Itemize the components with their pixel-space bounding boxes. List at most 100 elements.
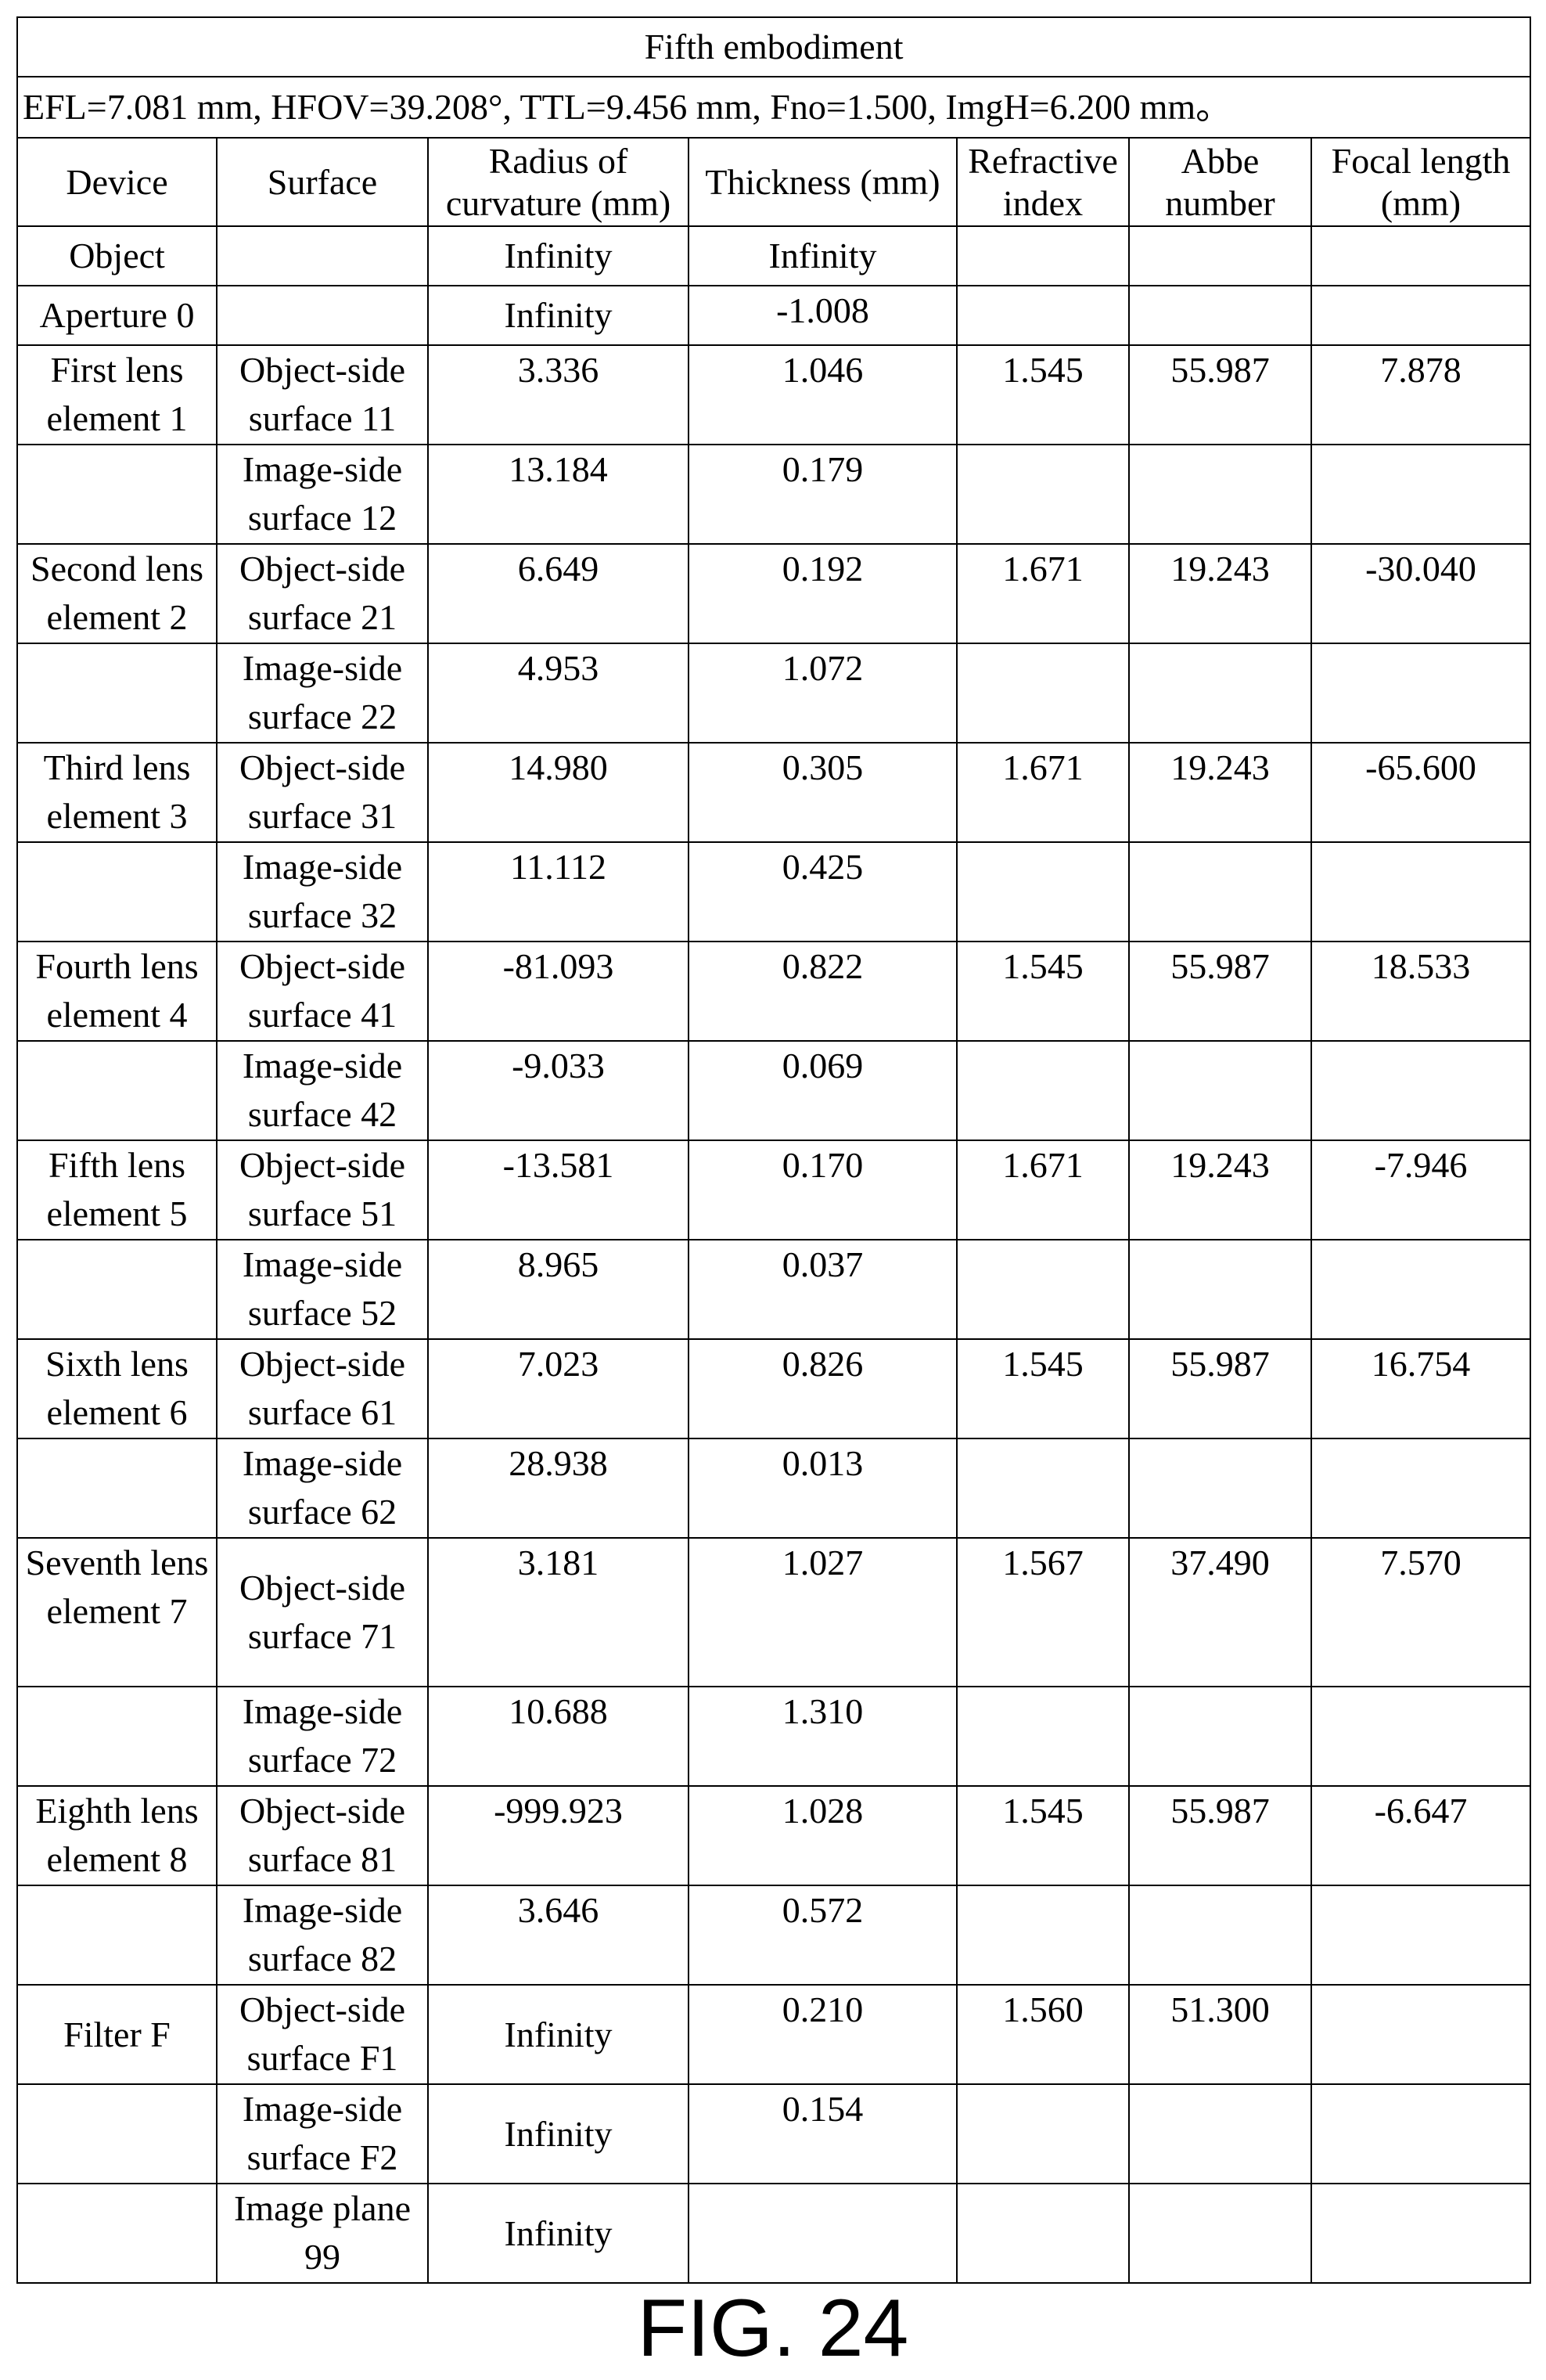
device-cell: Fifth lens element 5 <box>16 1140 218 1240</box>
thickness-cell: Infinity <box>688 225 958 286</box>
radius-cell: 14.980 <box>427 742 689 843</box>
header-row: Device Surface Radius of curvature (mm) … <box>16 137 1532 227</box>
focal-length-cell <box>1310 1438 1532 1539</box>
focal-length-cell <box>1310 1686 1532 1787</box>
refractive-index-cell: 1.545 <box>956 1338 1130 1439</box>
surface-cell: Image-side surface 52 <box>216 1239 429 1340</box>
refractive-index-cell <box>956 841 1130 942</box>
surface-cell: Object-side surface 21 <box>216 543 429 644</box>
refractive-index-cell: 1.560 <box>956 1984 1130 2085</box>
focal-length-cell <box>1310 225 1532 286</box>
abbe-number-cell <box>1128 841 1312 942</box>
surface-cell: Object-side surface 71 <box>216 1537 429 1687</box>
table-row: Object Infinity Infinity <box>16 225 1532 286</box>
radius-cell: -81.093 <box>427 941 689 1042</box>
abbe-number-cell: 55.987 <box>1128 941 1312 1042</box>
radius-cell: 28.938 <box>427 1438 689 1539</box>
thickness-cell: 1.310 <box>688 1686 958 1787</box>
refractive-index-cell <box>956 643 1130 744</box>
focal-length-cell <box>1310 841 1532 942</box>
focal-length-cell: -6.647 <box>1310 1785 1532 1886</box>
surface-cell: Image-side surface 12 <box>216 444 429 545</box>
refractive-index-cell <box>956 1686 1130 1787</box>
device-cell: Object <box>16 225 218 286</box>
thickness-cell: 1.028 <box>688 1785 958 1886</box>
device-cell: Fourth lens element 4 <box>16 941 218 1042</box>
surface-cell: Image-side surface 62 <box>216 1438 429 1539</box>
refractive-index-cell <box>956 1040 1130 1141</box>
abbe-number-cell: 55.987 <box>1128 344 1312 445</box>
surface-cell: Image-side surface 42 <box>216 1040 429 1141</box>
device-cell: Seventh lens element 7 <box>16 1537 218 1687</box>
surface-cell: Object-side surface 51 <box>216 1140 429 1240</box>
thickness-cell: 1.072 <box>688 643 958 744</box>
thickness-cell: 0.170 <box>688 1140 958 1240</box>
surface-cell: Object-side surface 81 <box>216 1785 429 1886</box>
surface-cell: Image plane 99 <box>216 2183 429 2284</box>
radius-cell: 13.184 <box>427 444 689 545</box>
radius-cell: 11.112 <box>427 841 689 942</box>
focal-length-cell: 18.533 <box>1310 941 1532 1042</box>
header-refractive-index: Refractive index <box>956 137 1130 227</box>
device-cell: First lens element 1 <box>16 344 218 445</box>
header-radius: Radius of curvature (mm) <box>427 137 689 227</box>
table-row: Image-side surface 82 3.646 0.572 <box>16 1885 1532 1986</box>
device-cell: Eighth lens element 8 <box>16 1785 218 1886</box>
parameters-line: EFL=7.081 mm, HFOV=39.208°, TTL=9.456 mm… <box>16 76 1532 139</box>
thickness-cell: 0.037 <box>688 1239 958 1340</box>
focal-length-cell <box>1310 2183 1532 2284</box>
device-cell <box>16 643 218 744</box>
focal-length-cell <box>1310 1885 1532 1986</box>
table-row: Image plane 99 Infinity <box>16 2183 1532 2284</box>
refractive-index-cell <box>956 2083 1130 2184</box>
refractive-index-cell <box>956 225 1130 286</box>
table-row: Image-side surface F2 Infinity 0.154 <box>16 2083 1532 2184</box>
device-cell: Second lens element 2 <box>16 543 218 644</box>
thickness-cell <box>688 2183 958 2284</box>
abbe-number-cell: 19.243 <box>1128 1140 1312 1240</box>
header-abbe-number: Abbe number <box>1128 137 1312 227</box>
device-cell <box>16 1438 218 1539</box>
radius-cell: 4.953 <box>427 643 689 744</box>
device-cell <box>16 1040 218 1141</box>
table-row: First lens element 1 Object-side surface… <box>16 344 1532 445</box>
focal-length-cell: 7.878 <box>1310 344 1532 445</box>
radius-cell: 8.965 <box>427 1239 689 1340</box>
thickness-cell: 0.154 <box>688 2083 958 2184</box>
refractive-index-cell <box>956 1239 1130 1340</box>
figure-label: FIG. 24 <box>637 2283 909 2374</box>
radius-cell: 3.336 <box>427 344 689 445</box>
header-surface: Surface <box>216 137 429 227</box>
surface-cell: Image-side surface 32 <box>216 841 429 942</box>
thickness-cell: 0.425 <box>688 841 958 942</box>
thickness-cell: -1.008 <box>688 285 958 346</box>
device-cell: Filter F <box>16 1984 218 2085</box>
abbe-number-cell <box>1128 1438 1312 1539</box>
header-focal-length: Focal length (mm) <box>1310 137 1532 227</box>
surface-cell <box>216 285 429 346</box>
table-row: Fourth lens element 4 Object-side surfac… <box>16 941 1532 1042</box>
radius-cell: -13.581 <box>427 1140 689 1240</box>
refractive-index-cell <box>956 1438 1130 1539</box>
refractive-index-cell: 1.545 <box>956 1785 1130 1886</box>
device-cell: Aperture 0 <box>16 285 218 346</box>
refractive-index-cell <box>956 2183 1130 2284</box>
radius-cell: 3.181 <box>427 1537 689 1687</box>
focal-length-cell <box>1310 1239 1532 1340</box>
thickness-cell: 0.826 <box>688 1338 958 1439</box>
thickness-cell: 0.013 <box>688 1438 958 1539</box>
focal-length-cell <box>1310 285 1532 346</box>
device-cell <box>16 1885 218 1986</box>
radius-cell: 3.646 <box>427 1885 689 1986</box>
focal-length-cell: -30.040 <box>1310 543 1532 644</box>
radius-cell: -999.923 <box>427 1785 689 1886</box>
refractive-index-cell: 1.545 <box>956 344 1130 445</box>
focal-length-cell <box>1310 1984 1532 2085</box>
table-row: Image-side surface 22 4.953 1.072 <box>16 643 1532 744</box>
refractive-index-cell: 1.671 <box>956 1140 1130 1240</box>
device-cell <box>16 841 218 942</box>
device-cell <box>16 444 218 545</box>
refractive-index-cell: 1.567 <box>956 1537 1130 1687</box>
refractive-index-cell: 1.671 <box>956 742 1130 843</box>
abbe-number-cell: 37.490 <box>1128 1537 1312 1687</box>
